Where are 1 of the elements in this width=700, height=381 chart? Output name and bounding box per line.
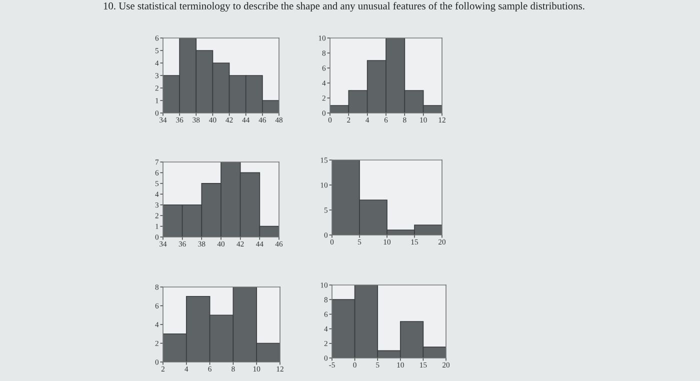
text: 10. Use statistical terminology to describe the shape and any unusual features of the following sample distributions. [104,2,584,12]
